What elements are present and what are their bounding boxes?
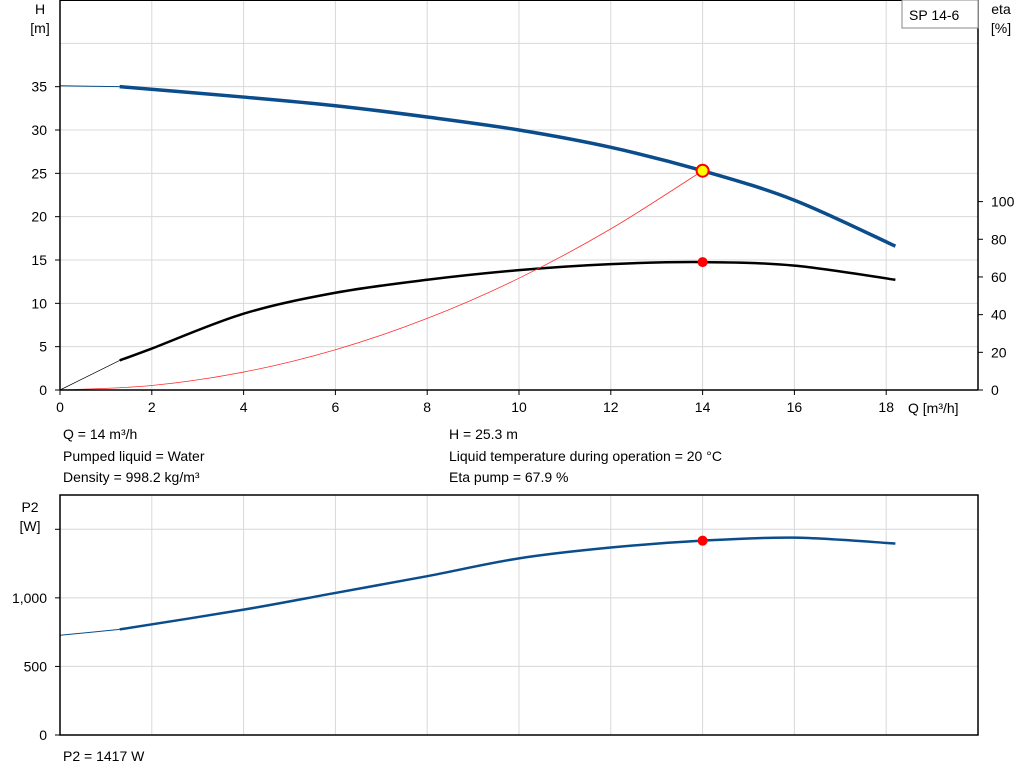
x-tick-label: 0 [56,399,64,415]
y-left-tick-label: 30 [31,122,47,138]
p2-tick-label: 1,000 [12,590,47,606]
head-curve-extrapolated [59,85,120,88]
head-duty-point [695,163,710,178]
info-q: Q = 14 m³/h [63,426,137,442]
head-curve [119,84,897,248]
info-p2: P2 = 1417 W [63,748,145,764]
y-left-label-1: H [35,1,45,17]
x-tick-label: 14 [695,399,711,415]
y-left-tick-label: 15 [31,252,47,268]
p2-tick-label: 0 [39,727,47,743]
y-right-label-1: eta [991,1,1011,17]
p2-tick-label: 500 [24,658,48,674]
x-tick-label: 2 [148,399,156,415]
power-curve [119,536,896,631]
y-right-tick-label: 60 [991,269,1007,285]
y-right-tick-label: 0 [991,382,999,398]
y-right-label-2: [%] [991,20,1011,36]
y-left-tick-label: 5 [39,339,47,355]
x-tick-label: 4 [240,399,248,415]
legend: SP 14-6 [901,0,979,29]
y-right-tick-label: 40 [991,307,1007,323]
legend-label: SP 14-6 [909,7,960,23]
labels: H [m] eta [%] Q [m³/h] SP 14-6 Q = 14 m³… [20,0,1011,764]
p2-label-1: P2 [21,499,38,515]
x-axis-label: Q [m³/h] [908,400,959,416]
p2-label-2: [W] [20,518,41,534]
y-left-tick-label: 10 [31,295,47,311]
axes: 0 2 4 6 8 10 12 14 16 18 0 5 10 15 20 25 30 35 0 20 40 60 80 10… [12,0,1015,743]
y-right-tick-label: 100 [991,194,1015,210]
top-grid [60,0,978,390]
eta-duty-point [697,257,708,268]
info-liquid: Pumped liquid = Water [63,448,205,464]
legend-box [901,0,979,29]
power-curve-extrapolated [59,628,120,636]
y-left-tick-label: 20 [31,209,47,225]
bottom-frame [59,494,979,736]
y-right-tick-label: 80 [991,231,1007,247]
info-density: Density = 998.2 kg/m³ [63,469,200,485]
x-tick-label: 16 [787,399,803,415]
x-tick-label: 6 [332,399,340,415]
eta-curve-extrapolated [59,360,120,391]
x-tick-label: 18 [878,399,894,415]
x-tick-label: 10 [511,399,527,415]
info-h: H = 25.3 m [449,426,518,442]
bottom-grid [60,495,979,735]
curves [59,84,897,636]
info-temperature: Liquid temperature during operation = 20… [449,448,722,464]
system-curve [59,170,703,391]
y-left-tick-label: 0 [39,382,47,398]
x-tick-label: 8 [423,399,431,415]
eta-curve [119,260,896,362]
y-left-tick-label: 35 [31,79,47,95]
info-eta: Eta pump = 67.9 % [449,469,568,485]
y-right-tick-label: 20 [991,344,1007,360]
x-tick-label: 12 [603,399,619,415]
y-left-tick-label: 25 [31,165,47,181]
y-left-label-2: [m] [30,20,49,36]
power-duty-point [697,535,708,546]
